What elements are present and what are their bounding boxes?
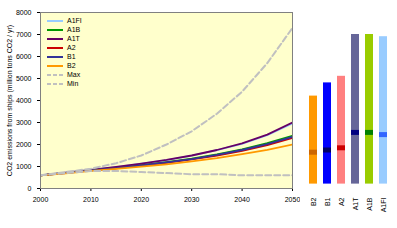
svg-text:2050: 2050 [285,196,300,203]
svg-text:3000: 3000 [16,119,32,126]
html-text:A1T: A1T [67,35,80,42]
svg-text:4000: 4000 [16,97,32,104]
svg-text:2030: 2030 [184,196,200,203]
html-text:B2: B2 [67,62,76,69]
svg-text:2000: 2000 [33,196,49,203]
html-text:B1: B1 [67,53,76,60]
svg-text:B2: B2 [310,197,317,206]
svg-text:1000: 1000 [16,163,32,170]
svg-text:0: 0 [28,185,32,192]
svg-text:6000: 6000 [16,53,32,60]
svg-text:2000: 2000 [16,141,32,148]
svg-text:A1T: A1T [352,197,359,211]
svg-text:2010: 2010 [83,196,99,203]
svg-text:CO2 emissions from ships (mill: CO2 emissions from ships (million tons C… [6,25,14,176]
svg-text:A1B: A1B [366,197,373,211]
html-text:A1FI: A1FI [67,17,82,24]
svg-text:A2: A2 [338,197,345,206]
svg-text:B1: B1 [324,197,331,206]
html-text:A1B: A1B [67,26,81,33]
svg-text:A1FI: A1FI [380,197,387,212]
html-text:Max: Max [67,71,81,78]
svg-text:2020: 2020 [134,196,150,203]
svg-text:8000: 8000 [16,9,32,16]
html-text:A2: A2 [67,44,76,51]
svg-text:7000: 7000 [16,31,32,38]
svg-text:5000: 5000 [16,75,32,82]
svg-text:2040: 2040 [234,196,250,203]
html-text:Min: Min [67,80,79,87]
